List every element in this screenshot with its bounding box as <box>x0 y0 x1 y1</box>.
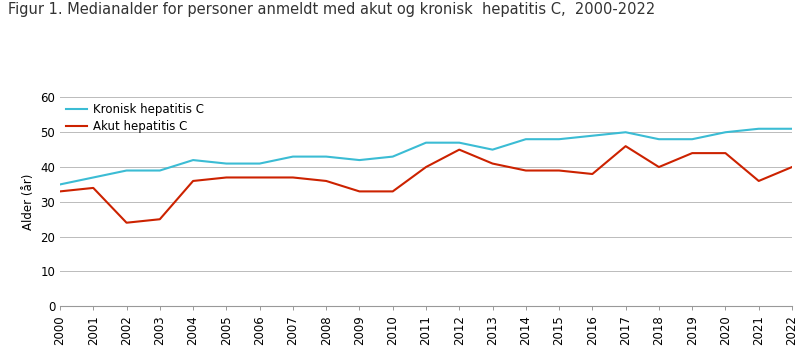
Akut hepatitis C <box>55 189 65 193</box>
Akut hepatitis C <box>488 161 498 166</box>
Akut hepatitis C <box>421 165 430 169</box>
Akut hepatitis C <box>587 172 597 176</box>
Akut hepatitis C <box>654 165 664 169</box>
Akut hepatitis C <box>188 179 198 183</box>
Y-axis label: Alder (år): Alder (år) <box>22 174 34 230</box>
Akut hepatitis C <box>787 165 797 169</box>
Akut hepatitis C <box>754 179 763 183</box>
Line: Akut hepatitis C: Akut hepatitis C <box>60 146 792 223</box>
Kronisk hepatitis C <box>521 137 530 141</box>
Kronisk hepatitis C <box>288 155 298 159</box>
Kronisk hepatitis C <box>787 127 797 131</box>
Kronisk hepatitis C <box>421 141 430 145</box>
Akut hepatitis C <box>621 144 630 148</box>
Akut hepatitis C <box>155 217 165 221</box>
Kronisk hepatitis C <box>188 158 198 162</box>
Akut hepatitis C <box>388 189 398 193</box>
Kronisk hepatitis C <box>222 161 231 166</box>
Line: Kronisk hepatitis C: Kronisk hepatitis C <box>60 129 792 184</box>
Kronisk hepatitis C <box>155 168 165 173</box>
Akut hepatitis C <box>554 168 564 173</box>
Akut hepatitis C <box>721 151 730 155</box>
Akut hepatitis C <box>122 221 131 225</box>
Kronisk hepatitis C <box>621 130 630 134</box>
Akut hepatitis C <box>687 151 697 155</box>
Kronisk hepatitis C <box>122 168 131 173</box>
Akut hepatitis C <box>454 148 464 152</box>
Akut hepatitis C <box>354 189 364 193</box>
Akut hepatitis C <box>521 168 530 173</box>
Kronisk hepatitis C <box>354 158 364 162</box>
Legend: Kronisk hepatitis C, Akut hepatitis C: Kronisk hepatitis C, Akut hepatitis C <box>66 103 204 133</box>
Kronisk hepatitis C <box>89 175 98 180</box>
Kronisk hepatitis C <box>454 141 464 145</box>
Akut hepatitis C <box>222 175 231 180</box>
Kronisk hepatitis C <box>554 137 564 141</box>
Akut hepatitis C <box>89 186 98 190</box>
Kronisk hepatitis C <box>255 161 265 166</box>
Kronisk hepatitis C <box>654 137 664 141</box>
Akut hepatitis C <box>288 175 298 180</box>
Kronisk hepatitis C <box>488 148 498 152</box>
Kronisk hepatitis C <box>55 182 65 187</box>
Kronisk hepatitis C <box>388 155 398 159</box>
Text: Figur 1. Medianalder for personer anmeldt med akut og kronisk  hepatitis C,  200: Figur 1. Medianalder for personer anmeld… <box>8 2 655 17</box>
Akut hepatitis C <box>255 175 265 180</box>
Kronisk hepatitis C <box>322 155 331 159</box>
Akut hepatitis C <box>322 179 331 183</box>
Kronisk hepatitis C <box>687 137 697 141</box>
Kronisk hepatitis C <box>587 134 597 138</box>
Kronisk hepatitis C <box>754 127 763 131</box>
Kronisk hepatitis C <box>721 130 730 134</box>
